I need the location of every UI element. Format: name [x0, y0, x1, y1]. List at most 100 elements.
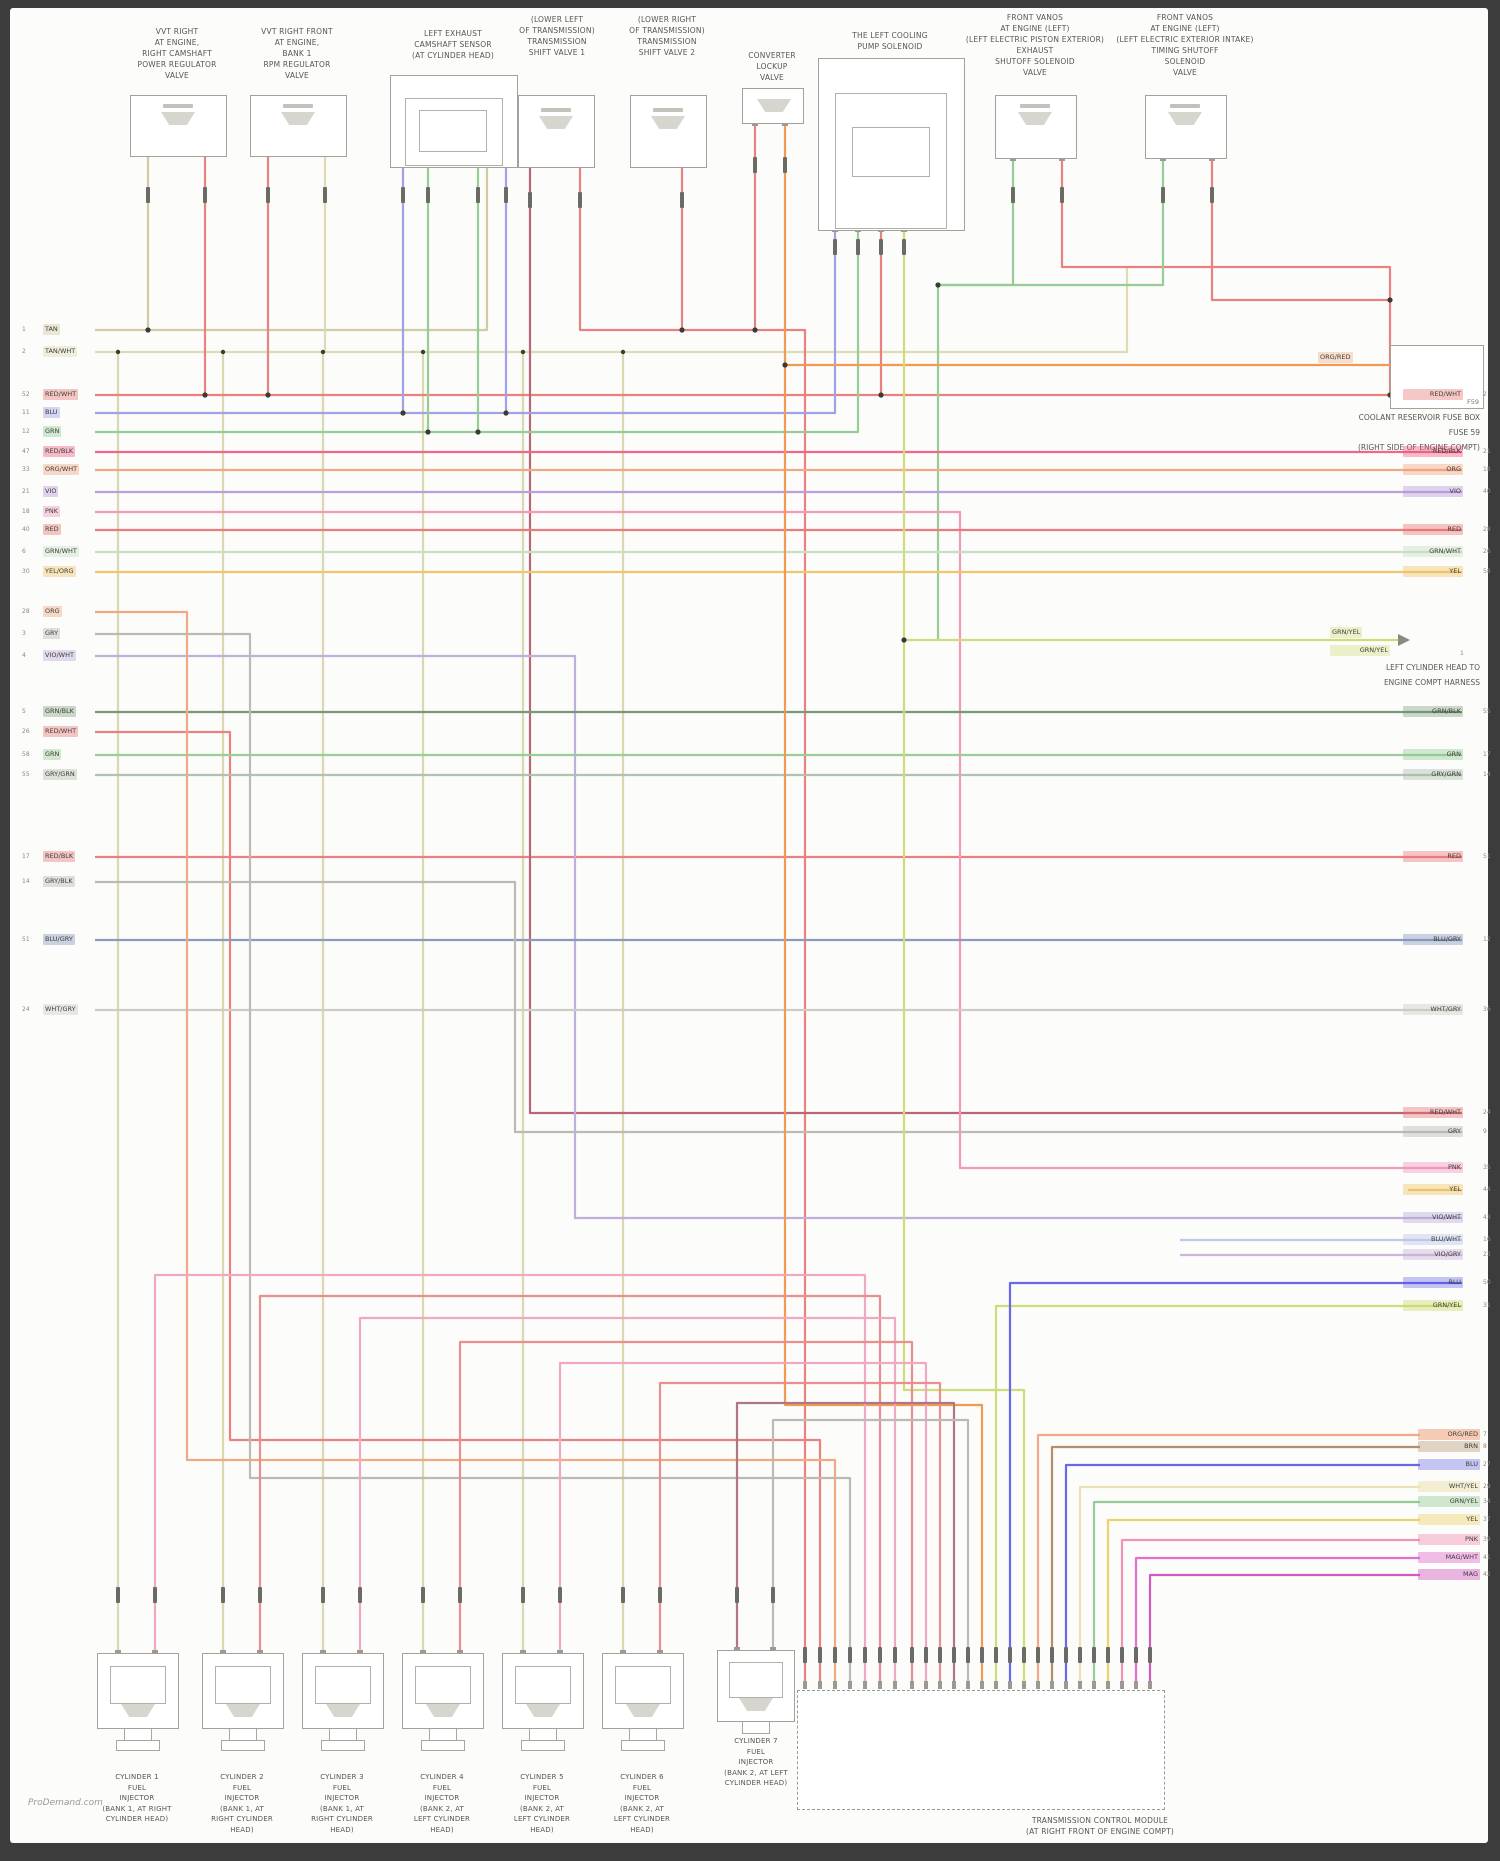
wire-label: BLU/WHT [1403, 1234, 1463, 1245]
pin-number: 16 [1483, 1236, 1491, 1243]
pin-number: 24 [22, 1006, 30, 1013]
wire-label: GRN/YEL [1330, 645, 1390, 656]
pin-number: 40 [22, 526, 30, 533]
wire-label: ORG [43, 606, 62, 617]
injector-connector [97, 1653, 179, 1729]
pin-number: 5 [22, 708, 26, 715]
valve-symbol [1018, 112, 1052, 125]
wire-label: TAN [43, 324, 60, 335]
valve-symbol [757, 99, 791, 112]
wire-code-note: ORG/RED [1318, 352, 1353, 363]
injector-base [421, 1740, 465, 1751]
pin-number: 40 [1483, 488, 1491, 495]
symbol-text-bar [163, 104, 193, 108]
injector-connector [402, 1653, 484, 1729]
wire-label: RED/WHT [1403, 1107, 1463, 1118]
pin-number: 28 [22, 608, 30, 615]
injector-cavity [729, 1662, 783, 1698]
injector-base [116, 1740, 160, 1751]
injector-cavity [515, 1666, 571, 1704]
injector-base [321, 1740, 365, 1751]
pin-number: 55 [22, 771, 30, 778]
component-vanos-intake-valve [1145, 95, 1227, 159]
component-caption: THE LEFT COOLING PUMP SOLENOID [852, 31, 928, 51]
wire-label: YEL [1403, 1184, 1463, 1195]
pin-number: 42 [1483, 1571, 1491, 1578]
tcm-pin-ticks [803, 1681, 1152, 1689]
component-caption: (LOWER RIGHT OF TRANSMISSION) TRANSMISSI… [629, 15, 705, 57]
component-caption: FRONT VANOS AT ENGINE (LEFT) (LEFT ELECT… [965, 13, 1105, 77]
pin-number: 2 [22, 348, 26, 355]
pin-number: 47 [22, 448, 30, 455]
pin-number: 18 [22, 508, 30, 515]
pin-number: 30 [22, 568, 30, 575]
tcm-caption: TRANSMISSION CONTROL MODULE (AT RIGHT FR… [1025, 1816, 1175, 1836]
pin-number: 41 [1483, 1554, 1491, 1561]
wire-code-note: GRN/YEL [1330, 627, 1363, 638]
wire-label: ORG/WHT [43, 464, 80, 475]
component-caption: LEFT EXHAUST CAMSHAFT SENSOR (AT CYLINDE… [411, 29, 495, 60]
pin-number: 12 [1483, 936, 1491, 943]
wire-label: YEL/ORG [43, 566, 76, 577]
tcm-module-box [797, 1690, 1165, 1810]
wire-label: RED [43, 524, 61, 535]
pin-number: 12 [22, 428, 30, 435]
pin-number: 27 [1483, 1461, 1491, 1468]
pin-number: 17 [22, 853, 30, 860]
injector-symbol [526, 1704, 560, 1717]
component-caption: FRONT VANOS AT ENGINE (LEFT) (LEFT ELECT… [1116, 13, 1254, 77]
valve-symbol [161, 112, 195, 125]
injector-connector [602, 1653, 684, 1729]
injector-cavity [315, 1666, 371, 1704]
wire-label: GRY/GRN [43, 769, 77, 780]
pin-number: 14 [1483, 771, 1491, 778]
injector-caption: CYLINDER 5 FUEL INJECTOR (BANK 2, AT LEF… [513, 1773, 571, 1834]
wire-label: GRN [1403, 749, 1463, 760]
injector-symbol [426, 1704, 460, 1717]
component-caption: VVT RIGHT FRONT AT ENGINE, BANK 1 RPM RE… [261, 27, 333, 80]
pin-number: 14 [22, 878, 30, 885]
wire-label: GRN [43, 426, 62, 437]
pin-number: 7 [1483, 1431, 1487, 1438]
wire-label: MAG [1418, 1569, 1480, 1580]
wire-label: ORG [1403, 464, 1463, 475]
pin-number: 17 [1483, 751, 1491, 758]
wires [95, 125, 1462, 1688]
wire-label: BLU/GRY [1403, 934, 1463, 945]
pin-number: 43 [1483, 1214, 1491, 1221]
injector-caption: CYLINDER 4 FUEL INJECTOR (BANK 2, AT LEF… [413, 1773, 471, 1834]
pin-number: 18 [1483, 466, 1491, 473]
wire-label: VIO/WHT [1403, 1212, 1463, 1223]
pin-number: 58 [22, 751, 30, 758]
pin-number: 1 [22, 326, 26, 333]
wire-label: YEL [1403, 566, 1463, 577]
injector-cavity [615, 1666, 671, 1704]
valve-symbol [651, 116, 685, 129]
pin-number: 26 [22, 728, 30, 735]
wire-label: GRY [1403, 1126, 1463, 1137]
wire-label: BLU/GRY [43, 934, 75, 945]
component-converter-lockup-valve [742, 88, 804, 124]
component-vanos-exhaust-valve [995, 95, 1077, 159]
watermark: ProDemand.com [28, 1798, 103, 1808]
wire-label: RED [1403, 851, 1463, 862]
solenoid-inner-shell [852, 127, 930, 177]
pin-number: 11 [22, 409, 30, 416]
pin-number: 36 [1483, 1006, 1491, 1013]
injector-connector [302, 1653, 384, 1729]
wire-label: YEL [1418, 1514, 1480, 1525]
injector-cavity [415, 1666, 471, 1704]
pin-number: 58 [1483, 568, 1491, 575]
inline-connector-bars [116, 157, 1214, 1663]
valve-symbol [281, 112, 315, 125]
pin-number: 4 [22, 652, 26, 659]
wire-label: TAN/WHT [43, 346, 78, 357]
component-caption: VVT RIGHT AT ENGINE, RIGHT CAMSHAFT POWE… [137, 27, 217, 80]
pin-number: 23 [1483, 1251, 1491, 1258]
pin-number: 31 [1483, 1302, 1491, 1309]
injector-symbol [739, 1698, 773, 1711]
injector-cavity [215, 1666, 271, 1704]
wire-label: WHT/GRY [43, 1004, 78, 1015]
injector-symbol [121, 1704, 155, 1717]
symbol-text-bar [541, 108, 571, 112]
